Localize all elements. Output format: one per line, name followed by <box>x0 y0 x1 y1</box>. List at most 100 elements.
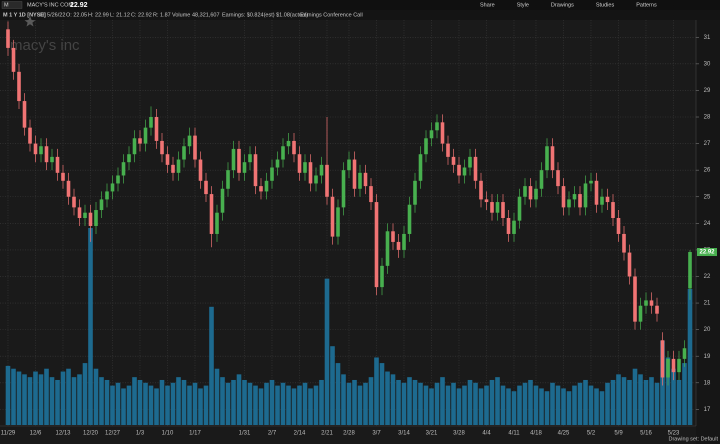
candle-body <box>127 154 131 163</box>
candle-body <box>220 188 225 213</box>
volume-bar <box>522 382 528 425</box>
volume-bar <box>11 368 16 425</box>
volume-bar <box>82 363 88 425</box>
volume-bar <box>44 368 49 425</box>
volume-bar <box>71 377 77 425</box>
candle-body <box>281 146 285 160</box>
watermark: macy's inc <box>10 37 80 54</box>
volume-bar <box>506 388 511 425</box>
candle-body <box>209 194 214 234</box>
toolbar-button[interactable]: Patterns <box>636 3 657 9</box>
volume-bar <box>132 377 137 425</box>
candle-body <box>633 276 637 322</box>
candle-body <box>341 170 346 208</box>
volume-bar <box>55 379 60 425</box>
candle-body <box>484 199 489 203</box>
volume-bar <box>170 382 176 425</box>
volume-bar <box>599 391 605 425</box>
volume-bar <box>302 382 308 425</box>
volume-bar <box>126 385 132 425</box>
candle-body <box>446 143 450 157</box>
volume-bar <box>27 377 33 425</box>
x-tick-label: 12/6 <box>30 431 42 437</box>
volume-bar <box>165 385 170 425</box>
volume-bar <box>654 382 660 425</box>
toolbar-buttons: Share Style Drawings Studies Patterns <box>480 3 657 9</box>
volume-bar <box>5 365 11 425</box>
volume-bar <box>143 382 148 425</box>
volume-bar <box>528 379 533 425</box>
symbol[interactable]: M <box>4 3 9 9</box>
candle-body <box>88 212 93 226</box>
volume-bar <box>22 374 27 425</box>
volume-bar <box>621 377 627 425</box>
volume-bar <box>649 377 654 425</box>
volume-bar <box>643 379 649 425</box>
header-close: C: 22.92 <box>131 12 152 18</box>
candle-body <box>627 252 632 277</box>
candle-body <box>297 154 302 173</box>
candle-body <box>473 156 478 181</box>
volume-bar <box>319 379 324 425</box>
volume-bar <box>605 382 610 425</box>
volume-bar <box>16 371 22 425</box>
toolbar-button[interactable]: Style <box>517 3 529 9</box>
candle-body <box>94 210 98 226</box>
x-tick-label: 1/31 <box>239 431 251 437</box>
toolbar-button[interactable]: Drawings <box>551 3 574 9</box>
volume-bar <box>462 385 467 425</box>
candle-body <box>660 340 665 378</box>
volume-bar <box>610 379 616 425</box>
chart-settings[interactable]: M 1 Y 1D [NYSE] <box>3 12 46 18</box>
candle-body <box>666 358 670 378</box>
volume-bar <box>517 385 522 425</box>
candle-body <box>418 154 423 181</box>
candle-body <box>528 186 533 200</box>
volume-bar <box>60 371 66 425</box>
candle-body <box>226 170 230 189</box>
candle-body <box>99 199 104 211</box>
toolbar-button[interactable]: Share <box>480 3 495 9</box>
y-tick-label: 28 <box>704 115 711 121</box>
volume-bar <box>396 379 401 425</box>
candle-body <box>622 233 626 253</box>
drawing-set[interactable]: Drawing set: Default <box>668 436 718 442</box>
candle-body <box>193 135 197 160</box>
candle-body <box>462 167 467 176</box>
candle-body <box>83 212 87 219</box>
volume-bar <box>484 385 489 425</box>
candle-body <box>292 140 296 155</box>
volume-bar <box>368 377 374 425</box>
header-high: H: 22.99 <box>88 12 109 18</box>
symbol-box[interactable] <box>1 1 23 9</box>
last-price: 22.92 <box>70 2 88 9</box>
candle-body <box>611 202 615 219</box>
y-tick-label: 25 <box>704 194 711 200</box>
volume-bar <box>253 385 258 425</box>
x-tick-label: 3/7 <box>372 431 381 437</box>
volume-bar <box>616 374 621 425</box>
volume-bar <box>374 357 379 425</box>
candle-body <box>589 180 593 184</box>
volume-bar <box>308 388 313 425</box>
candle-body <box>385 231 390 266</box>
volume-bar <box>187 385 192 425</box>
volume-bar <box>566 391 572 425</box>
volume-bar <box>555 385 561 425</box>
x-tick-label: 2/28 <box>343 431 355 437</box>
candle-body <box>176 159 181 173</box>
volume-bar <box>137 379 143 425</box>
candle-body <box>270 167 274 181</box>
candle-body <box>39 146 43 155</box>
y-tick-label: 26 <box>704 168 711 174</box>
volume-bar <box>258 388 264 425</box>
volume-bar <box>121 388 126 425</box>
candle-body <box>215 212 219 234</box>
candle-body <box>50 156 54 163</box>
candle-body <box>11 47 16 72</box>
toolbar-button[interactable]: Studies <box>596 3 615 9</box>
volume-bar <box>49 377 55 425</box>
volume-bar <box>247 382 253 425</box>
candle-body <box>336 207 340 237</box>
